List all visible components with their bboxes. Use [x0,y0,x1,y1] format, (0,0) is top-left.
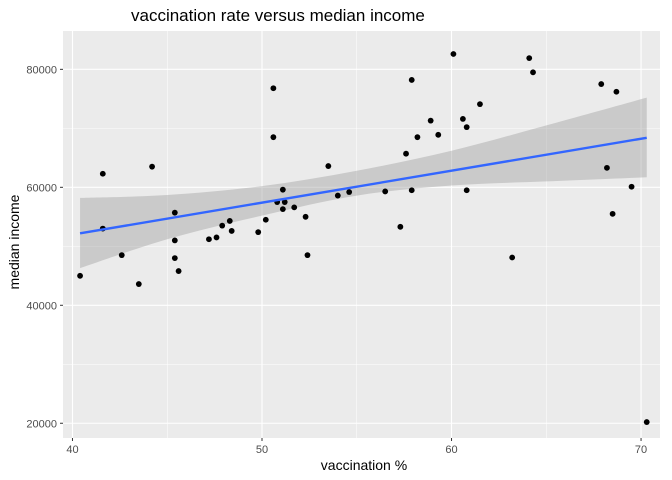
y-axis-title: median income [6,194,22,289]
y-tick-label: 40000 [26,300,57,312]
data-points [77,51,650,425]
data-point [463,187,470,194]
data-point [302,213,309,220]
data-point [279,186,286,193]
data-point [135,281,142,287]
data-point [228,228,235,234]
x-axis-title: vaccination % [321,457,407,473]
data-point [459,115,466,122]
data-point [613,88,620,95]
data-point [509,254,516,261]
data-point [604,164,610,171]
data-point [414,134,421,141]
data-point [382,188,389,195]
data-point [118,252,125,259]
x-tick-label: 70 [635,444,647,456]
data-point [408,77,415,83]
x-tick-label: 40 [66,444,78,456]
data-point [628,183,635,190]
data-point [206,236,212,243]
data-point [77,272,83,279]
y-tick-label: 20000 [26,418,57,430]
data-point [526,55,533,62]
confidence-band [80,97,647,269]
data-point [609,210,616,217]
data-point [477,101,483,108]
data-point [403,150,409,157]
data-point [450,51,457,57]
y-axis-ticks: 20000 40000 60000 80000 [26,64,63,430]
data-point [149,163,155,170]
data-point [226,218,233,224]
data-point [598,81,605,87]
data-point [281,199,288,205]
data-point [397,223,404,230]
minor-gridlines [63,31,660,438]
x-tick-label: 60 [445,444,457,456]
data-point [99,170,106,177]
data-point [270,85,277,92]
plot-panel [63,31,660,438]
x-axis-ticks: 40 50 60 70 [66,438,647,456]
data-point [291,204,298,211]
data-point [304,252,311,259]
data-point [262,216,269,223]
data-point [408,187,415,194]
chart-title: vaccination rate versus median income [131,6,425,25]
y-tick-label: 80000 [26,64,57,76]
data-point [334,192,341,199]
data-point [171,237,178,244]
data-point [270,134,277,141]
regression-line [79,136,647,235]
data-point [255,229,262,236]
data-point [435,131,442,138]
data-point [427,117,434,124]
data-point [175,268,182,274]
major-gridlines [63,31,660,438]
data-point [171,255,178,261]
y-tick-label: 60000 [26,182,57,194]
data-point [213,234,220,241]
data-point [346,189,353,195]
data-point [463,124,470,131]
data-point [171,209,178,216]
data-point [219,222,226,229]
data-point [325,163,332,169]
data-point [643,419,650,425]
data-point [279,206,286,213]
data-point [530,69,536,76]
x-tick-label: 50 [256,444,268,456]
